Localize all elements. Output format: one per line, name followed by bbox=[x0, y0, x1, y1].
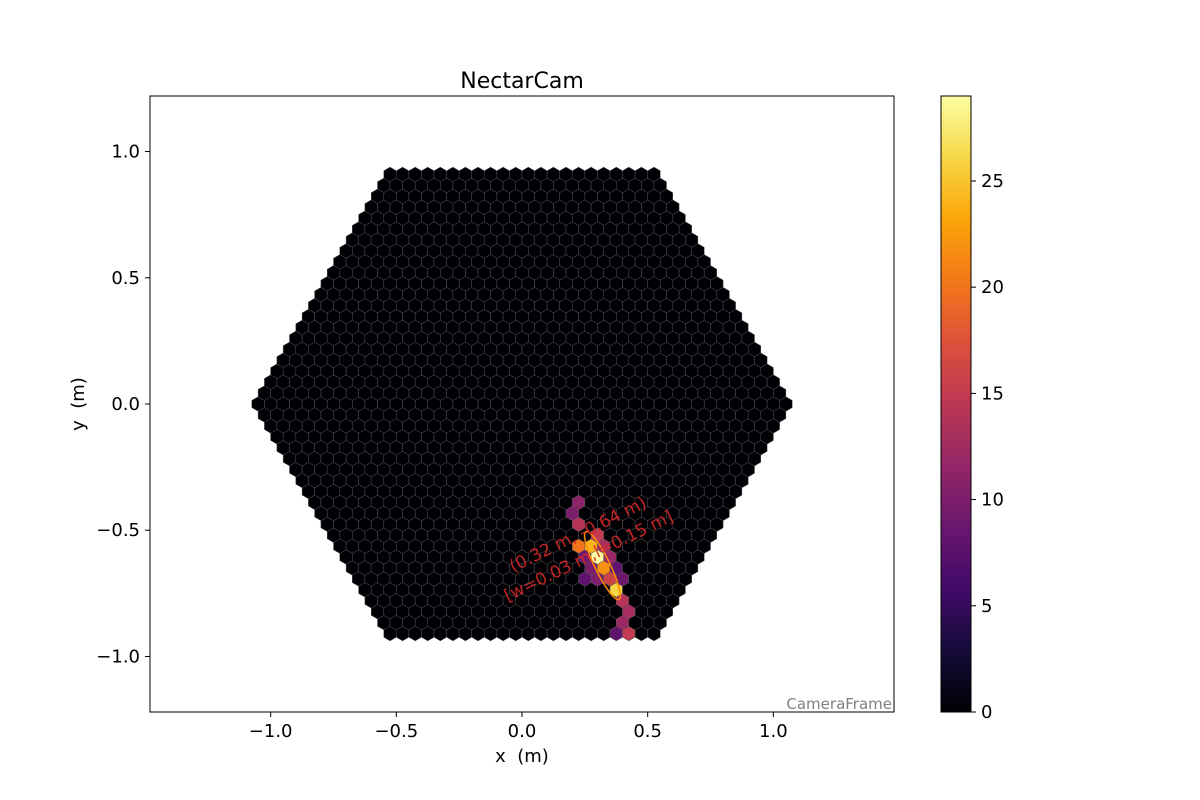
x-tick-label: −0.5 bbox=[374, 721, 418, 742]
colorbar-tick-label: 0 bbox=[981, 702, 992, 723]
x-tick-label: 0.0 bbox=[508, 721, 537, 742]
camera-pixel bbox=[647, 166, 661, 182]
hillas-ellipse bbox=[583, 530, 622, 601]
y-tick-label: 1.0 bbox=[111, 142, 140, 163]
y-axis-ticks: −1.0 −0.5 0.0 0.5 1.0 bbox=[96, 142, 150, 667]
x-tick-label: 0.5 bbox=[633, 721, 662, 742]
camera-pixels bbox=[251, 166, 793, 642]
chart-title: NectarCam bbox=[460, 69, 584, 94]
colorbar-tick-label: 15 bbox=[981, 383, 1004, 404]
colorbar bbox=[940, 95, 972, 713]
frame-label: CameraFrame bbox=[786, 695, 892, 713]
x-tick-label: −1.0 bbox=[249, 721, 293, 742]
x-axis-label: x (m) bbox=[495, 746, 549, 767]
x-tick-label: 1.0 bbox=[759, 721, 788, 742]
y-tick-label: −1.0 bbox=[96, 646, 140, 667]
colorbar-tick-label: 25 bbox=[981, 171, 1004, 192]
colorbar-tick-label: 20 bbox=[981, 277, 1004, 298]
y-axis-label: y (m) bbox=[68, 377, 89, 431]
x-axis-ticks: −1.0 −0.5 0.0 0.5 1.0 bbox=[249, 712, 788, 742]
colorbar-ticks: 0 5 10 15 20 25 bbox=[971, 171, 1004, 723]
y-tick-label: 0.5 bbox=[111, 268, 140, 289]
y-tick-label: 0.0 bbox=[111, 394, 140, 415]
colorbar-tick-label: 5 bbox=[981, 596, 992, 617]
colorbar-tick-label: 10 bbox=[981, 490, 1004, 511]
y-tick-label: −0.5 bbox=[96, 520, 140, 541]
